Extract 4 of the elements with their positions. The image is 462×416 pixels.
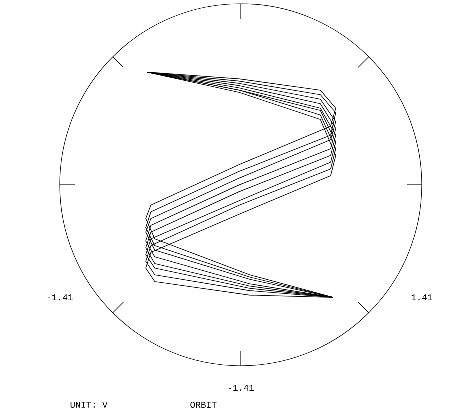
text: ORBIT bbox=[190, 402, 217, 408]
text: UNIT: V bbox=[70, 402, 108, 408]
text: -1.41 bbox=[229, 385, 254, 391]
x-tick-label: 1.41 bbox=[412, 294, 432, 301]
